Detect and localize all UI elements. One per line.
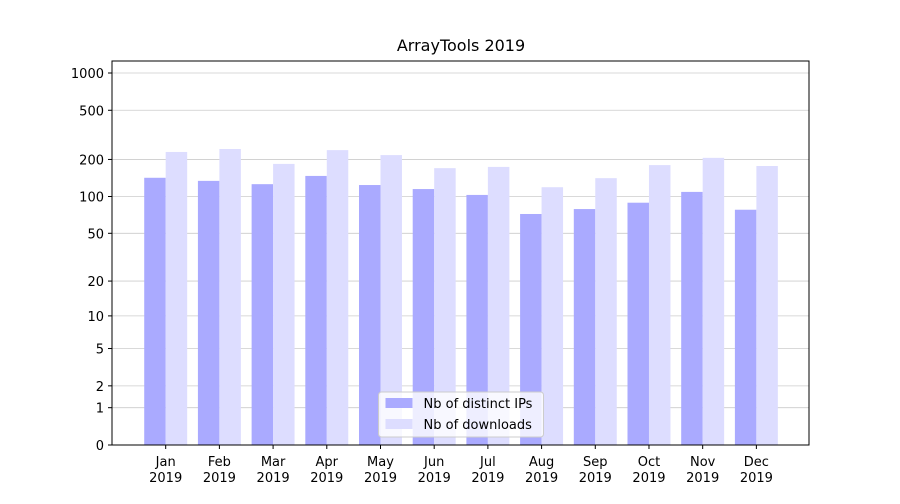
bar	[702, 157, 725, 445]
y-tick-label: 2	[96, 380, 104, 395]
bar	[595, 178, 617, 445]
x-tick-label: May 2019	[364, 455, 397, 486]
y-tick-label: 100	[79, 191, 104, 206]
x-tick-label: Oct 2019	[632, 455, 665, 486]
bar	[273, 163, 295, 445]
bar	[197, 180, 220, 445]
bar	[734, 209, 757, 445]
y-tick-label: 1	[96, 402, 104, 417]
bar	[466, 194, 488, 445]
y-tick-label: 1000	[71, 67, 104, 82]
bar	[648, 165, 671, 445]
legend-swatch	[385, 419, 413, 429]
x-tick-label: Jan 2019	[149, 455, 182, 486]
bar	[681, 191, 703, 445]
plot-frame	[111, 60, 810, 446]
chart-title: ArrayTools 2019	[397, 36, 525, 55]
x-tick-label: Feb 2019	[203, 455, 236, 486]
x-tick-label: Sep 2019	[579, 455, 612, 486]
bar	[359, 185, 381, 445]
y-tick-label: 5	[96, 343, 104, 358]
bar	[144, 177, 166, 445]
y-tick-label: 500	[79, 104, 104, 119]
x-tick-label: Jul 2019	[471, 455, 504, 486]
legend-swatch	[385, 398, 413, 408]
bar	[219, 149, 241, 446]
y-tick-label: 20	[87, 275, 104, 290]
x-tick-label: Nov 2019	[686, 455, 719, 486]
bar	[412, 189, 435, 445]
y-tick-label: 0	[96, 439, 104, 454]
bar	[520, 213, 542, 445]
y-tick-label: 200	[79, 153, 104, 168]
bar	[434, 168, 456, 445]
bar	[487, 166, 510, 445]
bar	[165, 151, 188, 445]
bar	[573, 209, 596, 445]
x-tick-label: Jun 2019	[418, 455, 451, 486]
x-tick-label: Aug 2019	[525, 455, 558, 486]
legend-label: Nb of distinct IPs	[424, 397, 533, 412]
x-tick-label: Apr 2019	[310, 455, 343, 486]
bar	[251, 184, 274, 445]
x-tick-label: Mar 2019	[257, 455, 290, 486]
bar	[326, 150, 349, 445]
bar	[380, 155, 402, 445]
y-tick-label: 10	[87, 310, 104, 325]
bar	[627, 202, 649, 445]
legend: Nb of distinct IPs Nb of downloads	[378, 391, 544, 438]
x-tick-label: Dec 2019	[740, 455, 773, 486]
bar	[756, 165, 778, 445]
legend-box	[378, 391, 544, 438]
bar	[541, 187, 564, 445]
y-tick-label: 50	[87, 227, 104, 242]
bar	[305, 175, 327, 446]
legend-label: Nb of downloads	[424, 418, 533, 433]
